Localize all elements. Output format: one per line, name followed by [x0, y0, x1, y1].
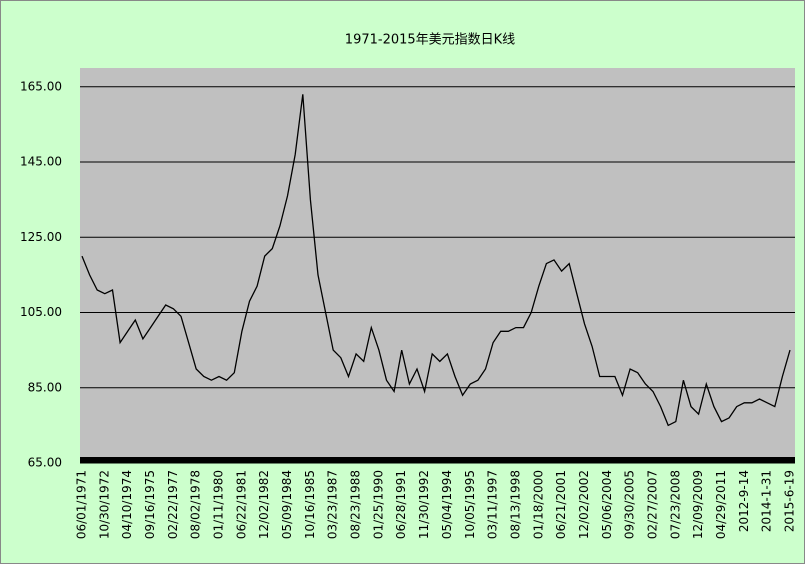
x-tick-label: 12/02/2002: [577, 470, 591, 539]
chart-title: 1971-2015年美元指数日K线: [345, 33, 515, 48]
x-tick-label: 06/01/1971: [75, 470, 89, 539]
x-tick-label: 05/09/1984: [280, 470, 294, 539]
x-tick-label: 2015-6-19: [783, 470, 797, 532]
x-tick-label: 06/28/1991: [394, 470, 408, 539]
x-tick-label: 11/30/1992: [417, 470, 431, 539]
x-axis-band: [80, 457, 795, 463]
x-tick-label: 06/22/1981: [234, 470, 248, 539]
x-tick-label: 04/10/1974: [120, 470, 134, 539]
x-tick-label: 10/05/1995: [463, 470, 477, 539]
x-tick-label: 02/27/2007: [645, 470, 659, 539]
y-tick-label: 85.00: [28, 380, 62, 394]
x-tick-label: 10/16/1985: [303, 470, 317, 539]
x-tick-label: 08/13/1998: [508, 470, 522, 539]
y-tick-label: 65.00: [28, 456, 62, 470]
x-tick-label: 02/22/1977: [166, 470, 180, 539]
y-tick-label: 165.00: [20, 79, 62, 93]
x-tick-label: 12/02/1982: [257, 470, 271, 539]
x-tick-label: 08/23/1988: [349, 470, 363, 539]
x-tick-label: 12/09/2009: [691, 470, 705, 539]
data-line: [81, 94, 791, 427]
y-tick-label: 145.00: [20, 155, 62, 169]
x-tick-label: 03/11/1997: [486, 470, 500, 539]
x-tick-label: 07/23/2008: [668, 470, 682, 539]
x-tick-label: 01/25/1990: [371, 470, 385, 539]
x-tick-label: 09/16/1975: [143, 470, 157, 539]
x-tick-label: 05/06/2004: [600, 470, 614, 539]
x-tick-label: 01/11/1980: [212, 470, 226, 539]
y-tick-label: 125.00: [20, 230, 62, 244]
x-tick-label: 03/23/1987: [326, 470, 340, 539]
y-tick-label: 105.00: [20, 305, 62, 319]
x-tick-label: 04/29/2011: [714, 470, 728, 539]
x-tick-label: 2012-9-14: [737, 470, 751, 532]
x-tick-label: 10/30/1972: [97, 470, 111, 539]
x-tick-label: 05/04/1994: [440, 470, 454, 539]
plot-area: [80, 68, 795, 463]
x-tick-label: 08/02/1978: [189, 470, 203, 539]
x-tick-label: 06/21/2001: [554, 470, 568, 539]
x-tick-label: 09/30/2005: [623, 470, 637, 539]
x-tick-label: 2014-1-31: [760, 470, 774, 532]
x-tick-label: 01/18/2000: [531, 470, 545, 539]
